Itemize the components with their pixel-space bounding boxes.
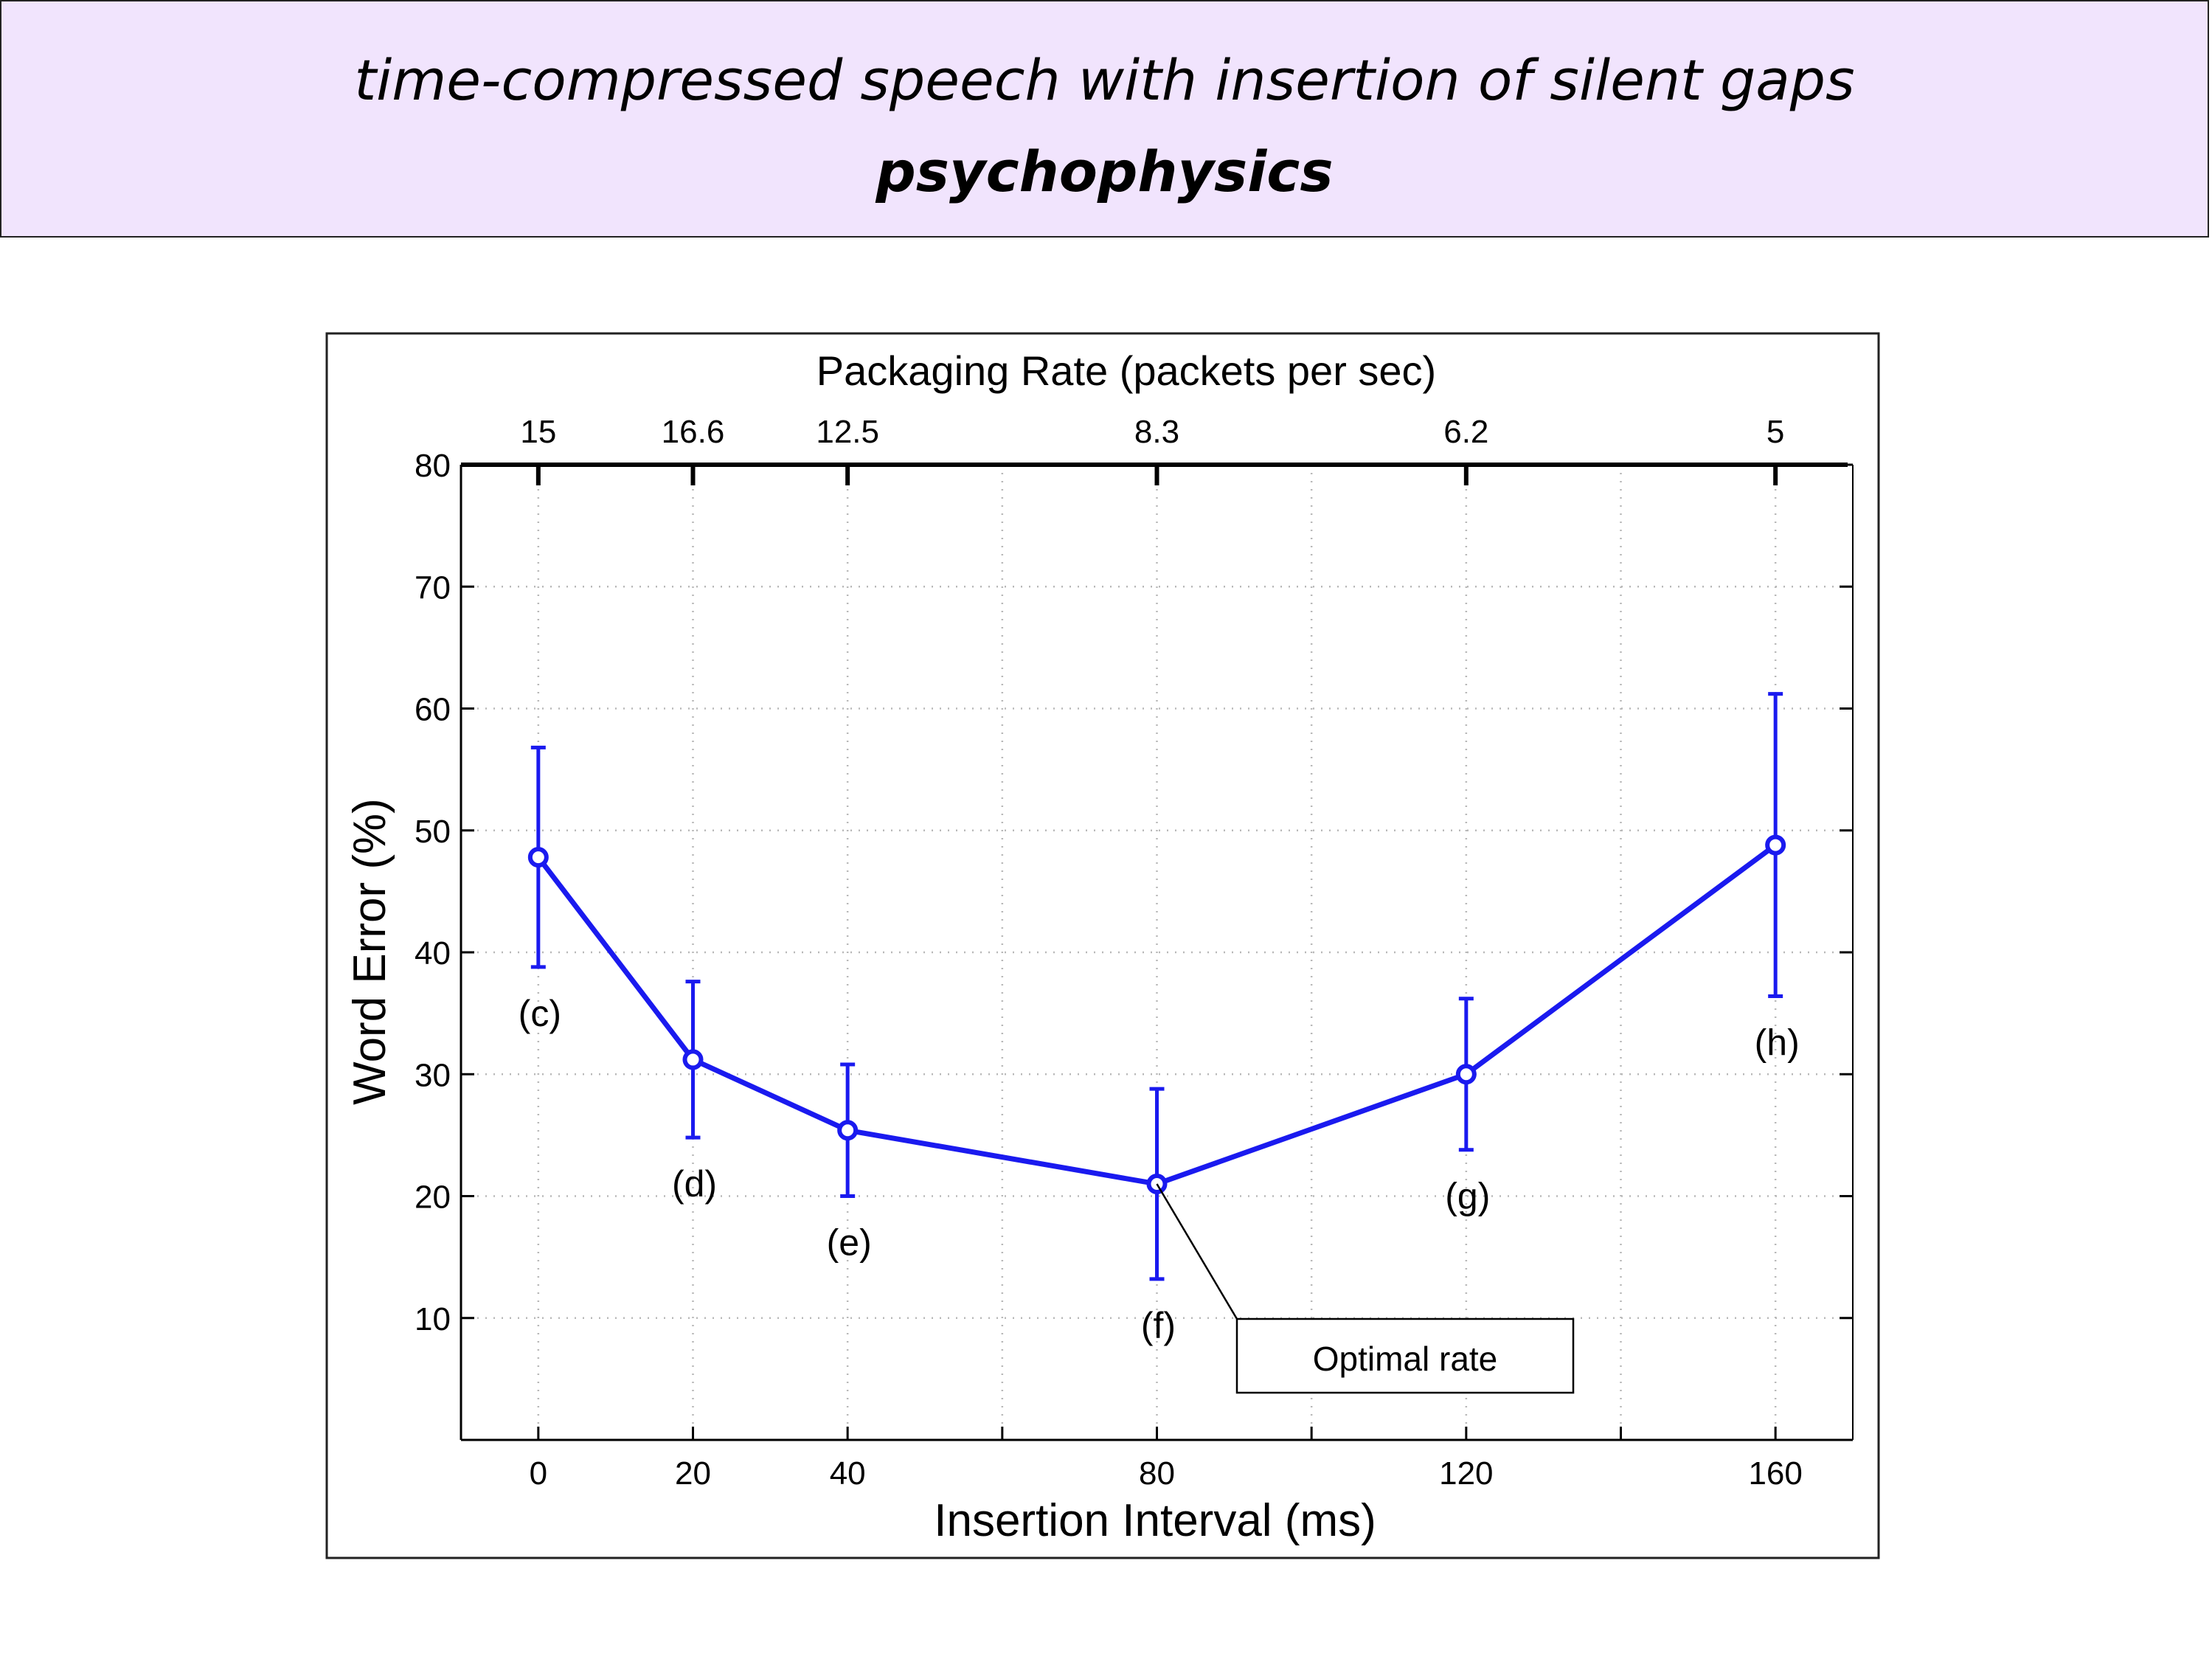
top-tick-label: 5 — [1767, 414, 1784, 450]
point-label: (g) — [1445, 1176, 1490, 1217]
series — [527, 692, 1786, 1281]
point-label: (c) — [519, 993, 561, 1034]
x-tick-label: 40 — [830, 1455, 866, 1492]
point-label: (e) — [827, 1222, 872, 1264]
y-tick-label: 10 — [415, 1301, 451, 1337]
point-label: (h) — [1755, 1022, 1800, 1063]
top-tick-label: 6.2 — [1443, 414, 1488, 450]
data-point — [1765, 834, 1786, 856]
y-axis-title: Word Error (%) — [344, 798, 395, 1105]
top-tick-label: 15 — [520, 414, 556, 450]
point-label: (f) — [1141, 1305, 1176, 1346]
y-tick-label: 50 — [415, 814, 451, 850]
point-labels: (c) (d) (e) (f) (g) (h) — [519, 993, 1800, 1346]
annotation-leader-line — [1156, 1183, 1238, 1320]
y-tick-label: 40 — [415, 935, 451, 971]
x-tick-label: 80 — [1139, 1455, 1175, 1492]
series-line — [536, 842, 1778, 1187]
x-tick-label: 120 — [1439, 1455, 1493, 1492]
y-tick-label: 70 — [415, 569, 451, 606]
slide-subtitle: psychophysics — [876, 139, 1334, 204]
top-tick-label: 8.3 — [1134, 414, 1179, 450]
top-tick-label: 16.6 — [662, 414, 725, 450]
x-tick-label: 20 — [675, 1455, 711, 1492]
x-tick-label: 160 — [1748, 1455, 1802, 1492]
annotation: Optimal rate — [1156, 1183, 1575, 1394]
data-point — [682, 1049, 704, 1070]
data-point — [527, 847, 549, 868]
data-point — [1455, 1064, 1477, 1085]
title-banner: time-compressed speech with insertion of… — [0, 0, 2209, 238]
y-tick-label: 30 — [415, 1057, 451, 1093]
y-tick-label: 80 — [415, 448, 451, 484]
y-tick-label: 60 — [415, 692, 451, 728]
axes: 10 20 30 40 50 60 70 80 0 20 40 80 120 160 15 16.6 12.5 8… — [415, 414, 1854, 1492]
top-tick-label: 12.5 — [816, 414, 879, 450]
x-axis-title: Insertion Interval (ms) — [934, 1495, 1376, 1546]
y-tick-label: 20 — [415, 1180, 451, 1216]
annotation-box — [1235, 1317, 1575, 1394]
annotation-text: Optimal rate — [1313, 1340, 1498, 1378]
point-label: (d) — [672, 1163, 717, 1205]
top-axis-title: Packaging Rate (packets per sec) — [817, 347, 1436, 394]
x-tick-label: 0 — [530, 1455, 547, 1492]
data-point — [837, 1120, 859, 1141]
slide-title: time-compressed speech with insertion of… — [354, 47, 1855, 113]
